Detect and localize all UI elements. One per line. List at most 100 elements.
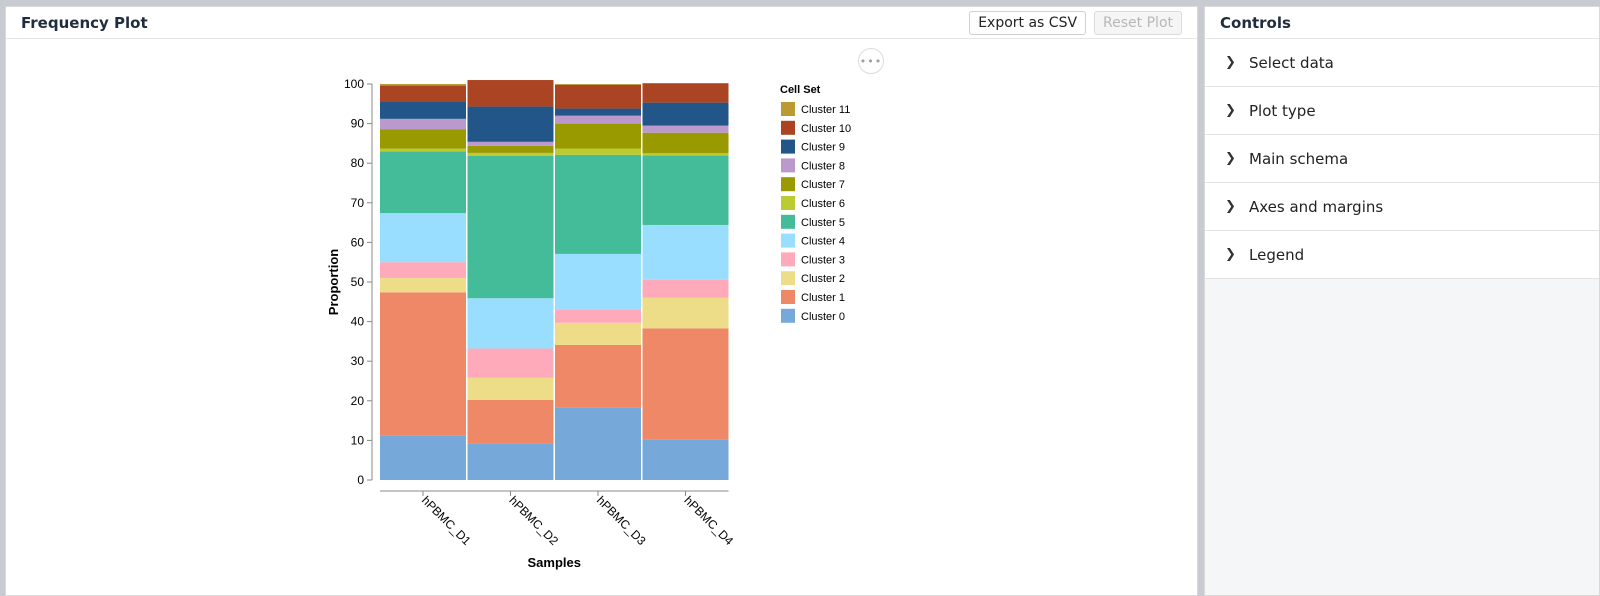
bar-segment bbox=[467, 152, 554, 156]
legend-label: Cluster 4 bbox=[801, 236, 845, 248]
y-tick-label: 100 bbox=[344, 77, 364, 91]
bar-segment bbox=[380, 262, 466, 279]
bar-segment bbox=[555, 253, 641, 310]
controls-title: Controls bbox=[1220, 13, 1291, 32]
bar-segment bbox=[380, 101, 466, 119]
bar-segment bbox=[555, 344, 641, 408]
bar-segment bbox=[380, 213, 466, 263]
y-tick-label: 80 bbox=[351, 156, 365, 170]
x-tick-label: hPBMC_D3 bbox=[594, 493, 649, 548]
bar-segment bbox=[555, 115, 641, 124]
legend-label: Cluster 0 bbox=[801, 311, 845, 323]
frequency-plot-panel: Frequency Plot Export as CSV Reset Plot … bbox=[5, 6, 1198, 596]
legend-swatch bbox=[781, 290, 795, 304]
legend-label: Cluster 7 bbox=[801, 179, 845, 191]
bar-segment bbox=[467, 400, 554, 444]
legend-swatch bbox=[781, 271, 795, 286]
legend-swatch bbox=[781, 177, 795, 192]
y-tick-label: 60 bbox=[351, 235, 365, 249]
bar-segment bbox=[467, 106, 554, 142]
reset-plot-button[interactable]: Reset Plot bbox=[1094, 10, 1182, 35]
control-label: Legend bbox=[1249, 245, 1305, 264]
x-tick-label: hPBMC_D4 bbox=[681, 493, 736, 548]
x-tick-label: hPBMC_D1 bbox=[419, 493, 474, 548]
control-select-data[interactable]: ❯ Select data bbox=[1205, 39, 1599, 87]
bar-segment bbox=[555, 108, 641, 116]
legend-label: Cluster 1 bbox=[801, 292, 845, 304]
legend-label: Cluster 8 bbox=[801, 160, 845, 172]
control-label: Select data bbox=[1249, 53, 1334, 72]
control-label: Axes and margins bbox=[1249, 197, 1384, 216]
bar-segment bbox=[380, 435, 466, 480]
bar-segment bbox=[467, 348, 554, 378]
x-axis-label: Samples bbox=[528, 555, 581, 570]
legend-label: Cluster 6 bbox=[801, 198, 845, 210]
bar-segment bbox=[555, 84, 641, 85]
bar-segment bbox=[642, 279, 729, 298]
bar-segment bbox=[467, 80, 554, 107]
bar-segment bbox=[380, 85, 466, 102]
bar-segment bbox=[642, 297, 729, 329]
bar-segment bbox=[467, 145, 554, 153]
chevron-right-icon: ❯ bbox=[1225, 55, 1236, 70]
plot-panel-title: Frequency Plot bbox=[21, 13, 148, 32]
bar-segment bbox=[642, 439, 729, 480]
bar-segment bbox=[380, 129, 466, 149]
y-tick-label: 40 bbox=[351, 315, 365, 329]
bar-segment bbox=[555, 309, 641, 323]
control-legend[interactable]: ❯ Legend bbox=[1205, 231, 1599, 279]
controls-list: ❯ Select data ❯ Plot type ❯ Main schema … bbox=[1205, 39, 1599, 279]
bar-segment bbox=[642, 155, 729, 225]
controls-panel-header: Controls bbox=[1205, 7, 1599, 39]
control-label: Main schema bbox=[1249, 149, 1349, 168]
plot-panel-header: Frequency Plot Export as CSV Reset Plot bbox=[6, 7, 1197, 39]
bar-segment bbox=[467, 377, 554, 401]
bar-segment bbox=[555, 407, 641, 480]
bar-segment bbox=[467, 155, 554, 299]
legend-label: Cluster 9 bbox=[801, 142, 845, 154]
legend-title: Cell Set bbox=[780, 84, 821, 96]
y-tick-label: 50 bbox=[351, 275, 365, 289]
legend-swatch bbox=[781, 214, 795, 229]
more-options-icon[interactable]: ••• bbox=[858, 48, 884, 74]
legend-label: Cluster 5 bbox=[801, 217, 845, 229]
bar-segment bbox=[467, 141, 554, 146]
bar-segment bbox=[380, 148, 466, 152]
bar-segment bbox=[380, 292, 466, 436]
bar-segment bbox=[642, 153, 729, 156]
legend-label: Cluster 11 bbox=[801, 104, 850, 116]
chevron-right-icon: ❯ bbox=[1225, 247, 1236, 262]
chevron-right-icon: ❯ bbox=[1225, 199, 1236, 214]
legend-swatch bbox=[781, 102, 795, 116]
plot-area: 0 10 20 30 40 50 60 70 80 90 100 Proportion hPBMC_D1… bbox=[6, 39, 1197, 595]
export-csv-button[interactable]: Export as CSV bbox=[969, 10, 1087, 35]
bar-segment bbox=[380, 118, 466, 130]
y-tick-label: 20 bbox=[351, 394, 365, 408]
bar-segment bbox=[555, 154, 641, 254]
control-axes-and-margins[interactable]: ❯ Axes and margins bbox=[1205, 183, 1599, 231]
control-label: Plot type bbox=[1249, 101, 1316, 120]
x-tick-label: hPBMC_D2 bbox=[506, 493, 561, 548]
legend-swatch bbox=[781, 233, 795, 248]
bar-segment bbox=[642, 328, 729, 440]
chevron-right-icon: ❯ bbox=[1225, 151, 1236, 166]
control-main-schema[interactable]: ❯ Main schema bbox=[1205, 135, 1599, 183]
control-plot-type[interactable]: ❯ Plot type bbox=[1205, 87, 1599, 135]
bar-segment bbox=[467, 443, 554, 480]
bar-segment bbox=[467, 298, 554, 349]
legend-swatch bbox=[781, 158, 795, 173]
legend-label: Cluster 10 bbox=[801, 123, 851, 135]
bar-segment bbox=[642, 102, 729, 126]
legend-swatch bbox=[781, 139, 795, 154]
y-tick-label: 70 bbox=[351, 196, 365, 210]
legend-swatch bbox=[781, 308, 795, 323]
bar-segment bbox=[380, 151, 466, 214]
bar-segment bbox=[555, 84, 641, 109]
y-tick-label: 0 bbox=[357, 473, 364, 487]
frequency-chart: 0 10 20 30 40 50 60 70 80 90 100 Proportion hPBMC_D1… bbox=[326, 77, 851, 570]
bar-segment bbox=[642, 125, 729, 133]
legend-label: Cluster 2 bbox=[801, 273, 845, 285]
bar-segment bbox=[642, 83, 729, 103]
bar-segment bbox=[555, 148, 641, 155]
bar-segment bbox=[642, 224, 729, 280]
